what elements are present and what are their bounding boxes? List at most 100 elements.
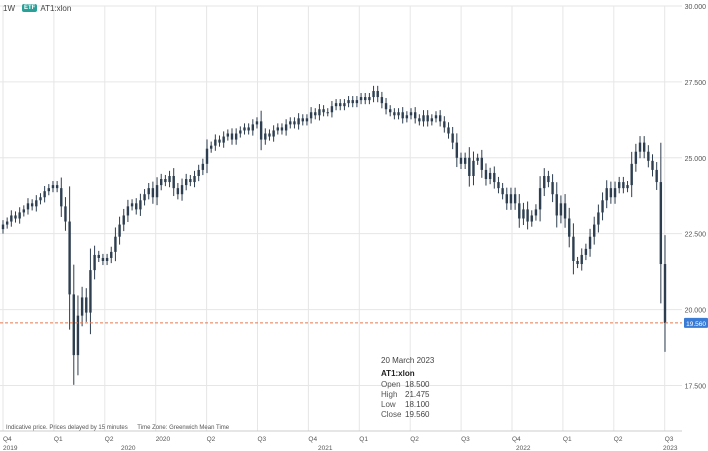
candle-body [568,218,571,237]
candle-body [651,160,654,170]
x-tick-label: Q2 [614,436,623,443]
price-tooltip: 20 March 2023 AT1:xlon Open 18.500 High … [381,356,471,420]
candle-body [184,179,188,186]
candle-body [593,224,596,237]
candle-body [139,200,142,210]
candle-body [343,103,346,107]
candle-body [293,121,296,125]
candle-body [584,248,588,255]
candle-body [247,127,250,131]
candle-body [443,121,446,128]
candle-body [101,257,105,261]
candle-body [214,139,217,146]
candle-body [630,163,633,186]
candle-body [276,127,279,131]
candle-body [318,109,321,116]
candle-body [259,121,263,140]
candle-body [605,188,608,201]
tooltip-date: 20 March 2023 [381,356,435,365]
candle-body [347,100,350,104]
candle-body [105,257,109,261]
candle-body [509,194,513,204]
candle-body [526,209,529,222]
x-tick-label: Q4 [308,436,317,443]
candle-body [280,127,284,131]
candle-body [447,127,450,134]
candle-body [409,112,413,116]
candle-body [47,188,50,192]
candle-body [22,209,26,213]
range-button[interactable]: 1W [3,3,15,13]
candle-body [305,118,309,122]
x-tick-label: Q1 [54,436,63,443]
candle-body [201,163,205,170]
candle-body [413,112,417,119]
candle-body [234,133,238,140]
delay-notice: Indicative price. Prices delayed by 15 m… [6,425,128,431]
candle-body [538,188,542,210]
candle-body [135,203,138,210]
x-year-label: 2023 [663,445,678,451]
candle-body [522,209,525,219]
candle-body [72,294,75,356]
candle-body [372,91,375,98]
candle-body [576,261,579,265]
chart-footnote: Indicative price. Prices delayed by 15 m… [6,425,237,431]
chart-header: 1W ETF AT1:xlon [3,2,71,14]
candle-body [393,112,396,116]
candle-body [297,118,300,125]
candle-body [622,182,625,189]
candle-body [563,203,567,219]
x-tick-label: Q2 [105,436,114,443]
candle-body [1,224,5,230]
candle-body [85,297,88,313]
candle-body [559,203,563,216]
candle-body [401,112,404,119]
tooltip-label: Low [381,400,396,409]
candle-body [463,157,467,164]
candle-body [422,115,425,122]
candle-body [405,115,409,119]
candle-body [76,315,80,356]
candle-body [430,118,434,122]
tooltip-value: 18.100 [405,400,430,409]
candle-body [172,176,175,189]
candle-body [438,115,442,122]
tooltip-label: Close [381,410,402,419]
tooltip-value: 18.500 [405,380,430,389]
candle-body [501,188,504,195]
candle-body [26,203,30,210]
candle-body [351,100,354,104]
candle-body [513,194,517,204]
candle-body [418,118,421,122]
candle-body [326,112,329,114]
candle-body [484,169,488,180]
candle-body [168,176,171,183]
candle-body [197,169,200,176]
candle-body [655,169,658,183]
candle-body [547,176,550,183]
x-tick-label: Q2 [410,436,419,443]
candle-body [130,203,134,207]
candle-body [543,176,546,189]
candle-body [239,130,242,134]
y-tick-label: 22.500 [685,232,707,239]
candle-body [355,100,359,104]
candles [1,85,667,385]
candle-body [68,221,71,295]
candle-body [14,215,17,219]
candle-body [455,142,459,158]
candle-body [51,185,55,189]
candle-body [118,224,121,237]
candle-body [426,115,429,122]
x-tick-label: Q3 [665,436,674,443]
candle-body [264,133,267,140]
candle-body [155,185,159,198]
candle-body [284,124,288,131]
tooltip-row-low: Low 18.100 [381,400,471,410]
candle-body [60,188,63,207]
candle-body [10,215,13,222]
candle-body [601,200,604,213]
candle-body [205,148,209,164]
